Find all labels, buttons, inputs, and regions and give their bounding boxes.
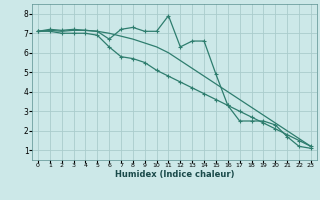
X-axis label: Humidex (Indice chaleur): Humidex (Indice chaleur) [115,170,234,179]
